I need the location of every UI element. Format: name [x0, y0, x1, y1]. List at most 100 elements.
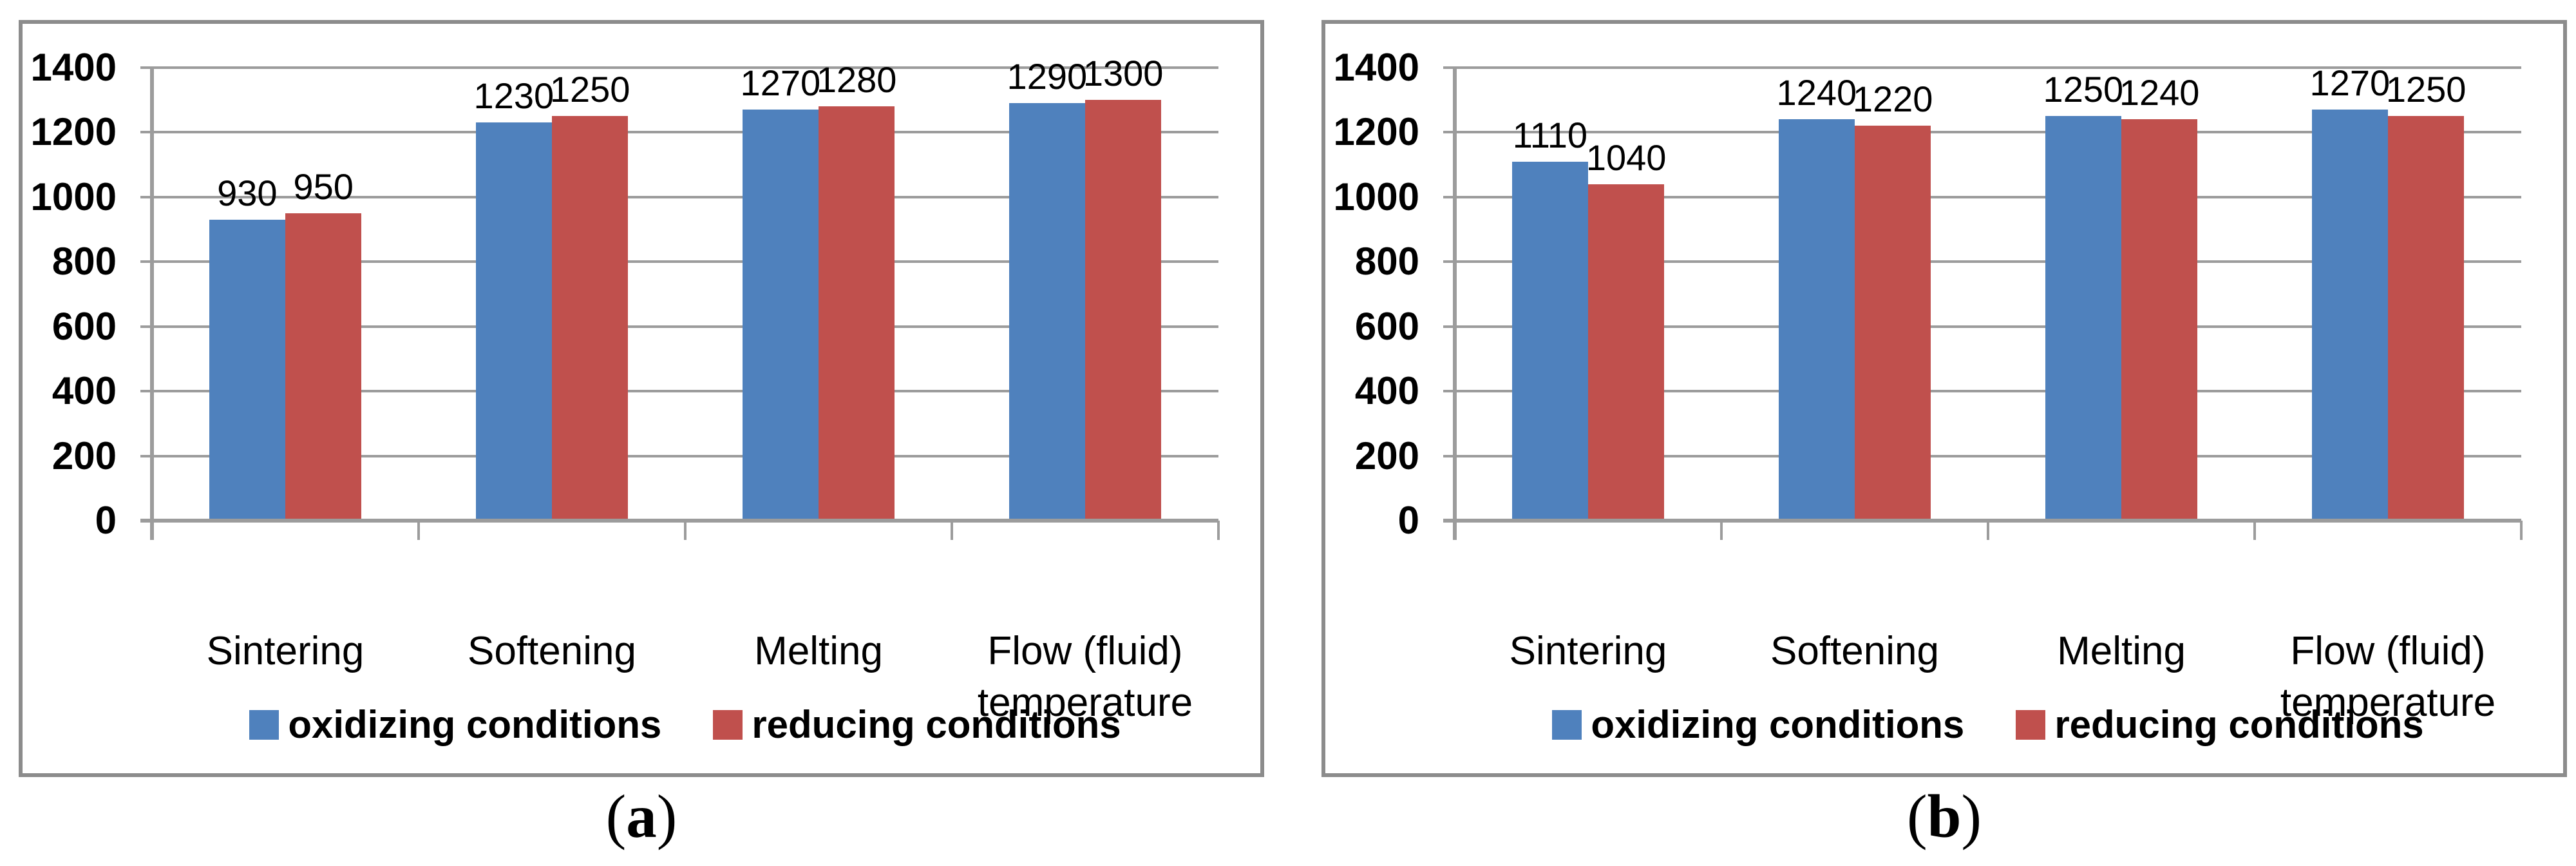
- y-tick-label-400: 400: [1354, 369, 1419, 413]
- caption-paren: (: [1906, 782, 1927, 851]
- x-axis-tick-2: [1987, 521, 1989, 540]
- chart-canvas-a: 0 200 400 600 800 1000 1200 1400 930 950 Sintering…: [23, 24, 1260, 773]
- y-tick-label-200: 200: [52, 434, 117, 477]
- legend-label-oxidizing: oxidizing conditions: [288, 703, 662, 746]
- y-gridline-1000: [1443, 195, 2521, 198]
- bar-oxidizing-flow: [2311, 110, 2388, 521]
- bar-value-label-reducing-sintering: 950: [293, 166, 354, 207]
- y-gridline-200: [1443, 454, 2521, 457]
- y-gridline-800: [1443, 260, 2521, 264]
- bar-reducing-sintering: [285, 213, 362, 521]
- chart-panel-a: 0 200 400 600 800 1000 1200 1400 930 950 Sintering…: [19, 20, 1264, 777]
- bar-value-label-oxidizing-sintering: 1110: [1512, 115, 1587, 155]
- category-label-flow: Flow (fluid) temperature: [977, 629, 1193, 725]
- bar-value-label-reducing-sintering: 1040: [1586, 137, 1667, 178]
- category-label-flow: Flow (fluid) temperature: [2280, 629, 2496, 725]
- legend: oxidizing conditions reducing conditions: [152, 702, 1218, 747]
- bar-value-label-oxidizing-flow: 1290: [1007, 56, 1088, 97]
- chart-canvas-b: 0 200 400 600 800 1000 1200 1400 1110 1040 Sinteri…: [1325, 24, 2563, 773]
- legend-item-oxidizing: oxidizing conditions: [249, 702, 661, 747]
- legend: oxidizing conditions reducing conditions: [1455, 702, 2521, 747]
- bar-value-label-oxidizing-melting: 1250: [2043, 69, 2124, 110]
- y-tick-label-1000: 1000: [30, 175, 117, 218]
- legend-swatch-oxidizing: [1552, 709, 1582, 740]
- legend-label-reducing: reducing conditions: [2054, 703, 2424, 746]
- y-tick-label-1000: 1000: [1333, 175, 1419, 218]
- x-axis-line: [140, 519, 1218, 523]
- caption-letter: b: [1927, 782, 1962, 851]
- y-tick-label-800: 800: [1354, 240, 1419, 284]
- bar-oxidizing-softening: [1778, 119, 1855, 521]
- y-tick-label-1200: 1200: [30, 110, 117, 154]
- y-gridline-600: [1443, 325, 2521, 328]
- bar-value-label-oxidizing-sintering: 930: [217, 173, 278, 213]
- subfigure-caption-b: (b): [1321, 781, 2567, 852]
- bar-value-label-oxidizing-softening: 1230: [473, 75, 554, 116]
- bar-reducing-softening: [552, 116, 629, 521]
- x-axis-tick-4: [2520, 521, 2523, 540]
- bar-reducing-melting: [2121, 119, 2198, 521]
- caption-paren: ): [656, 782, 677, 851]
- y-gridline-600: [140, 325, 1218, 328]
- y-gridline-800: [140, 260, 1218, 264]
- y-gridline-1200: [140, 131, 1218, 134]
- y-axis-line: [1453, 68, 1457, 540]
- category-label-melting: Melting: [754, 629, 883, 673]
- y-axis-line: [150, 68, 154, 540]
- bar-value-label-oxidizing-flow: 1270: [2309, 63, 2391, 103]
- category-label-softening: Softening: [468, 629, 636, 673]
- legend-swatch-reducing: [713, 709, 743, 740]
- y-tick-label-1400: 1400: [30, 46, 117, 89]
- chart-panel-b: 0 200 400 600 800 1000 1200 1400 1110 1040 Sinteri…: [1321, 20, 2567, 777]
- bar-oxidizing-flow: [1009, 103, 1085, 521]
- y-gridline-1400: [1443, 66, 2521, 69]
- legend-item-reducing: reducing conditions: [713, 702, 1121, 747]
- bar-value-label-reducing-melting: 1240: [2119, 72, 2200, 113]
- y-gridline-200: [140, 454, 1218, 457]
- y-tick-label-0: 0: [95, 499, 117, 542]
- x-axis-line: [1443, 519, 2521, 523]
- category-label-sintering: Sintering: [1509, 629, 1667, 673]
- y-tick-label-600: 600: [1354, 304, 1419, 348]
- legend-swatch-reducing: [2016, 709, 2046, 740]
- legend-label-reducing: reducing conditions: [752, 703, 1121, 746]
- bar-value-label-reducing-softening: 1220: [1852, 79, 1933, 119]
- y-gridline-1000: [140, 195, 1218, 198]
- x-axis-tick-1: [1720, 521, 1723, 540]
- bar-reducing-flow: [1085, 100, 1162, 521]
- x-axis-tick-3: [951, 521, 953, 540]
- x-axis-tick-2: [684, 521, 687, 540]
- bar-value-label-reducing-softening: 1250: [549, 69, 630, 110]
- caption-letter: a: [626, 782, 657, 851]
- bar-reducing-melting: [819, 106, 895, 521]
- y-tick-label-400: 400: [52, 369, 117, 413]
- legend-swatch-oxidizing: [249, 709, 279, 740]
- bar-value-label-reducing-flow: 1250: [2385, 69, 2467, 110]
- bar-oxidizing-melting: [742, 110, 819, 521]
- x-axis-tick-4: [1217, 521, 1220, 540]
- category-label-sintering: Sintering: [206, 629, 365, 673]
- y-tick-label-1200: 1200: [1333, 110, 1419, 154]
- x-axis-tick-1: [417, 521, 420, 540]
- bar-reducing-sintering: [1588, 184, 1665, 521]
- bar-oxidizing-sintering: [1511, 162, 1588, 521]
- caption-paren: ): [1961, 782, 1982, 851]
- legend-label-oxidizing: oxidizing conditions: [1591, 703, 1965, 746]
- bar-value-label-reducing-melting: 1280: [816, 59, 897, 100]
- y-tick-label-0: 0: [1397, 499, 1419, 542]
- y-gridline-400: [140, 390, 1218, 393]
- y-tick-label-200: 200: [1354, 434, 1419, 477]
- subfigure-caption-a: (a): [19, 781, 1264, 852]
- y-gridline-1400: [140, 66, 1218, 69]
- y-gridline-1200: [1443, 131, 2521, 134]
- y-gridline-400: [1443, 390, 2521, 393]
- bar-value-label-oxidizing-melting: 1270: [740, 63, 821, 103]
- legend-item-reducing: reducing conditions: [2016, 702, 2424, 747]
- bar-oxidizing-softening: [475, 122, 552, 521]
- bar-reducing-softening: [1855, 126, 1931, 521]
- category-label-softening: Softening: [1770, 629, 1939, 673]
- bar-value-label-oxidizing-softening: 1240: [1776, 72, 1857, 113]
- y-tick-label-1400: 1400: [1333, 46, 1419, 89]
- caption-paren: (: [605, 782, 627, 851]
